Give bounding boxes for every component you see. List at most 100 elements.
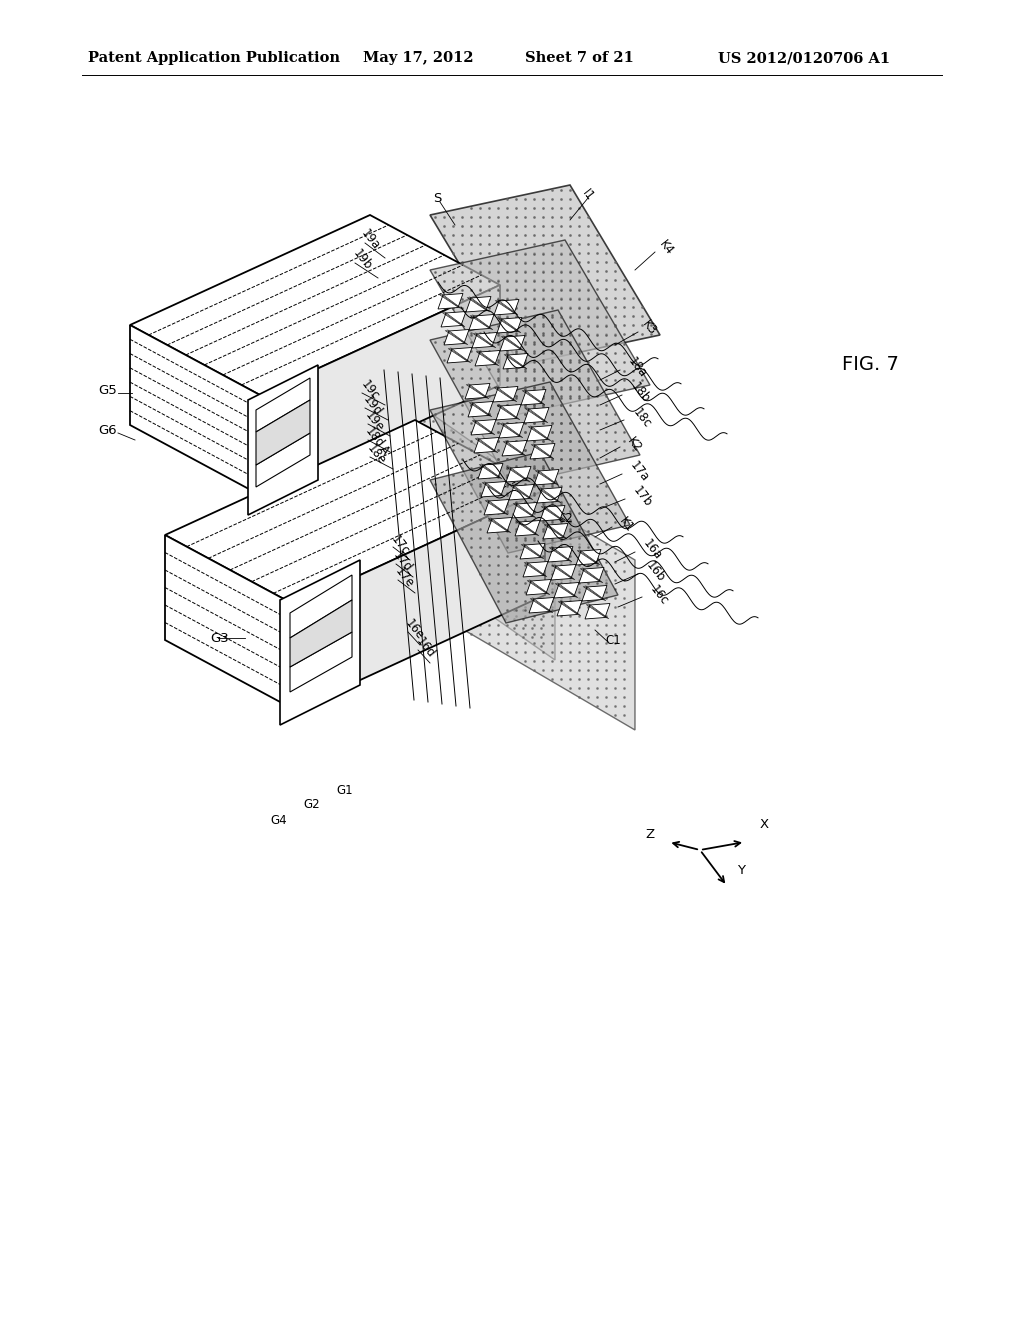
Polygon shape	[548, 546, 573, 562]
Polygon shape	[540, 506, 565, 521]
Polygon shape	[502, 441, 527, 455]
Polygon shape	[474, 437, 499, 453]
Text: A: A	[377, 442, 392, 457]
Text: 19a: 19a	[358, 227, 382, 252]
Polygon shape	[472, 333, 497, 348]
Text: 17b: 17b	[630, 484, 654, 510]
Polygon shape	[430, 240, 650, 414]
Text: 18a: 18a	[625, 355, 649, 380]
Polygon shape	[521, 389, 546, 405]
Polygon shape	[478, 463, 503, 479]
Polygon shape	[280, 560, 360, 725]
Text: US 2012/0120706 A1: US 2012/0120706 A1	[718, 51, 890, 65]
Polygon shape	[582, 586, 607, 601]
Polygon shape	[481, 482, 506, 498]
Polygon shape	[500, 335, 525, 351]
Polygon shape	[290, 576, 352, 638]
Polygon shape	[248, 366, 318, 515]
Polygon shape	[529, 598, 554, 612]
Polygon shape	[579, 568, 604, 583]
Text: G1: G1	[336, 784, 352, 796]
Text: FIG. 7: FIG. 7	[842, 355, 898, 375]
Polygon shape	[524, 408, 549, 422]
Polygon shape	[290, 601, 352, 667]
Text: C1: C1	[605, 634, 621, 647]
Polygon shape	[430, 440, 635, 730]
Text: 16a: 16a	[640, 537, 664, 562]
Text: 17e: 17e	[392, 565, 416, 591]
Text: K2: K2	[625, 436, 644, 455]
Polygon shape	[554, 582, 579, 598]
Polygon shape	[130, 215, 500, 395]
Text: Y: Y	[737, 863, 745, 876]
Polygon shape	[444, 330, 469, 345]
Polygon shape	[494, 300, 519, 315]
Text: Patent Application Publication: Patent Application Publication	[88, 51, 340, 65]
Text: K3: K3	[640, 318, 659, 338]
Polygon shape	[430, 451, 618, 623]
Text: Z: Z	[646, 829, 655, 842]
Text: X: X	[760, 818, 769, 832]
Polygon shape	[503, 354, 528, 370]
Polygon shape	[469, 314, 494, 330]
Polygon shape	[165, 420, 545, 605]
Polygon shape	[484, 499, 509, 515]
Text: Sheet 7 of 21: Sheet 7 of 21	[525, 51, 634, 65]
Polygon shape	[520, 544, 545, 558]
Polygon shape	[487, 517, 512, 533]
Text: C2: C2	[557, 511, 572, 524]
Text: 18c: 18c	[630, 405, 653, 430]
Polygon shape	[383, 380, 555, 660]
Polygon shape	[575, 549, 601, 565]
Polygon shape	[523, 561, 548, 577]
Text: 18d: 18d	[362, 425, 386, 451]
Text: 16e: 16e	[402, 618, 426, 643]
Polygon shape	[530, 444, 555, 459]
Text: 16d: 16d	[413, 635, 437, 661]
Polygon shape	[515, 520, 540, 536]
Text: 17a: 17a	[627, 459, 651, 484]
Polygon shape	[447, 347, 472, 363]
Polygon shape	[543, 524, 568, 539]
Polygon shape	[441, 312, 466, 327]
Polygon shape	[512, 503, 537, 517]
Text: May 17, 2012: May 17, 2012	[362, 51, 474, 65]
Polygon shape	[256, 400, 310, 465]
Polygon shape	[295, 490, 545, 710]
Polygon shape	[256, 433, 310, 487]
Polygon shape	[537, 487, 562, 503]
Polygon shape	[260, 285, 500, 495]
Polygon shape	[585, 603, 610, 619]
Text: G4: G4	[270, 813, 287, 826]
Text: G2: G2	[303, 799, 319, 812]
Polygon shape	[165, 535, 295, 710]
Text: 16c: 16c	[647, 582, 671, 607]
Polygon shape	[430, 310, 640, 484]
Text: K1: K1	[617, 515, 637, 535]
Polygon shape	[534, 470, 559, 484]
Polygon shape	[526, 579, 551, 595]
Polygon shape	[466, 297, 490, 312]
Polygon shape	[430, 185, 660, 366]
Text: 18b: 18b	[628, 380, 652, 405]
Polygon shape	[551, 565, 575, 579]
Text: 17d: 17d	[390, 549, 414, 576]
Polygon shape	[465, 384, 490, 399]
Text: S: S	[433, 191, 441, 205]
Text: G3: G3	[210, 631, 228, 644]
Polygon shape	[471, 420, 496, 436]
Polygon shape	[527, 425, 552, 441]
Text: 18e: 18e	[364, 442, 388, 467]
Text: 19d: 19d	[360, 393, 384, 418]
Polygon shape	[430, 381, 630, 553]
Polygon shape	[506, 466, 531, 482]
Text: 19b: 19b	[350, 247, 374, 273]
Text: G5: G5	[98, 384, 117, 396]
Polygon shape	[497, 318, 522, 333]
Polygon shape	[256, 378, 310, 432]
Polygon shape	[493, 387, 518, 403]
Text: I1: I1	[580, 186, 597, 203]
Polygon shape	[438, 293, 463, 309]
Text: 16b: 16b	[643, 560, 667, 585]
Polygon shape	[499, 422, 524, 438]
